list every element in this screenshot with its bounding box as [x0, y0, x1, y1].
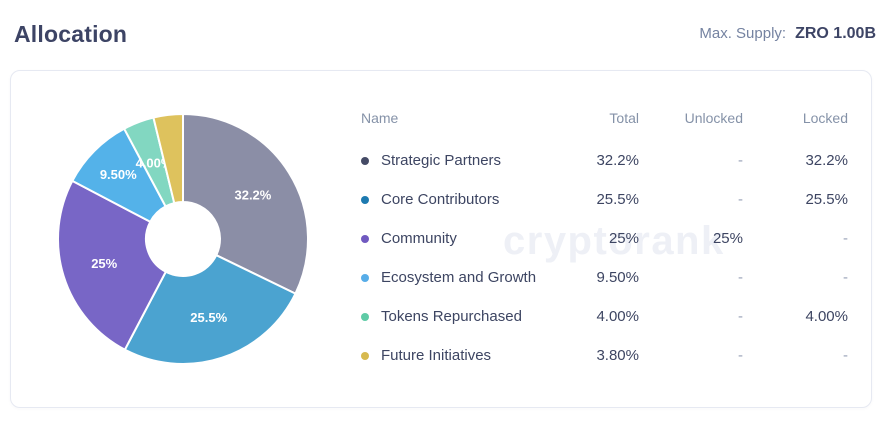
row-name: Ecosystem and Growth	[381, 269, 537, 286]
allocation-table: Name Total Unlocked Locked Strategic Par…	[361, 103, 848, 375]
row-locked: 4.00%	[805, 308, 848, 325]
max-supply-label: Max. Supply:	[699, 25, 787, 42]
row-total: 25%	[608, 230, 639, 247]
row-unlocked: -	[738, 191, 743, 208]
row-locked: -	[843, 347, 848, 364]
watermark: cryptorank	[503, 219, 725, 263]
allocation-card: cryptorank 32.2% 25.5% 25% 9.50% 4.00% Name …	[10, 70, 872, 408]
row-unlocked: -	[738, 308, 743, 325]
col-header-total: Total	[609, 110, 639, 126]
max-supply: Max. Supply: ZRO 1.00B	[699, 25, 876, 43]
row-unlocked: 25%	[712, 230, 743, 247]
row-name: Future Initiatives	[381, 347, 492, 364]
table-header: Name Total Unlocked Locked	[361, 103, 848, 133]
page-header: Allocation Max. Supply: ZRO 1.00B	[14, 0, 876, 68]
pie-slice-5[interactable]	[152, 113, 184, 205]
max-supply-value: ZRO 1.00B	[795, 25, 876, 42]
pie-slice-2[interactable]	[57, 179, 167, 351]
row-name-cell: Tokens Repurchased	[361, 308, 544, 325]
row-name: Core Contributors	[381, 191, 500, 208]
row-total: 3.80%	[596, 347, 639, 364]
pie-slice-1[interactable]	[123, 254, 297, 365]
row-name: Community	[381, 230, 457, 247]
table-row: Future Initiatives 3.80% - -	[361, 336, 848, 375]
pie-slice-label-0: 32.2%	[234, 188, 271, 203]
allocation-donut: 32.2%25.5%25%9.50%4.00%	[57, 113, 309, 365]
col-header-unlocked: Unlocked	[684, 110, 743, 126]
legend-dot	[361, 312, 369, 321]
legend-dot	[361, 156, 369, 165]
legend-dot	[361, 273, 369, 282]
row-unlocked: -	[738, 152, 743, 169]
row-unlocked: -	[738, 347, 743, 364]
row-total: 25.5%	[596, 191, 639, 208]
table-row: Tokens Repurchased 4.00% - 4.00%	[361, 297, 848, 336]
row-total: 32.2%	[596, 152, 639, 169]
row-name-cell: Ecosystem and Growth	[361, 269, 544, 286]
col-header-name: Name	[361, 110, 399, 126]
pie-slice-0[interactable]	[182, 113, 309, 295]
row-name: Strategic Partners	[381, 152, 502, 169]
row-locked: 32.2%	[805, 152, 848, 169]
row-name-cell: Community	[361, 230, 544, 247]
legend-dot	[361, 234, 369, 243]
row-total: 4.00%	[596, 308, 639, 325]
row-total: 9.50%	[596, 269, 639, 286]
table-body: Strategic Partners 32.2% - 32.2% Core Co…	[361, 141, 848, 375]
row-name-cell: Core Contributors	[361, 191, 544, 208]
legend-dot	[361, 195, 369, 204]
pie-slice-label-2: 25%	[91, 256, 117, 271]
row-name: Tokens Repurchased	[381, 308, 522, 325]
row-locked: -	[843, 230, 848, 247]
pie-slice-label-1: 25.5%	[190, 310, 227, 325]
row-locked: -	[843, 269, 848, 286]
table-row: Community 25% 25% -	[361, 219, 848, 258]
table-row: Ecosystem and Growth 9.50% - -	[361, 258, 848, 297]
table-row: Strategic Partners 32.2% - 32.2%	[361, 141, 848, 180]
pie-slice-label-3: 9.50%	[100, 167, 137, 182]
row-name-cell: Strategic Partners	[361, 152, 544, 169]
row-unlocked: -	[738, 269, 743, 286]
row-name-cell: Future Initiatives	[361, 347, 544, 364]
col-header-locked: Locked	[802, 110, 848, 126]
row-locked: 25.5%	[805, 191, 848, 208]
page-title: Allocation	[14, 20, 128, 47]
table-row: Core Contributors 25.5% - 25.5%	[361, 180, 848, 219]
legend-dot	[361, 351, 369, 360]
